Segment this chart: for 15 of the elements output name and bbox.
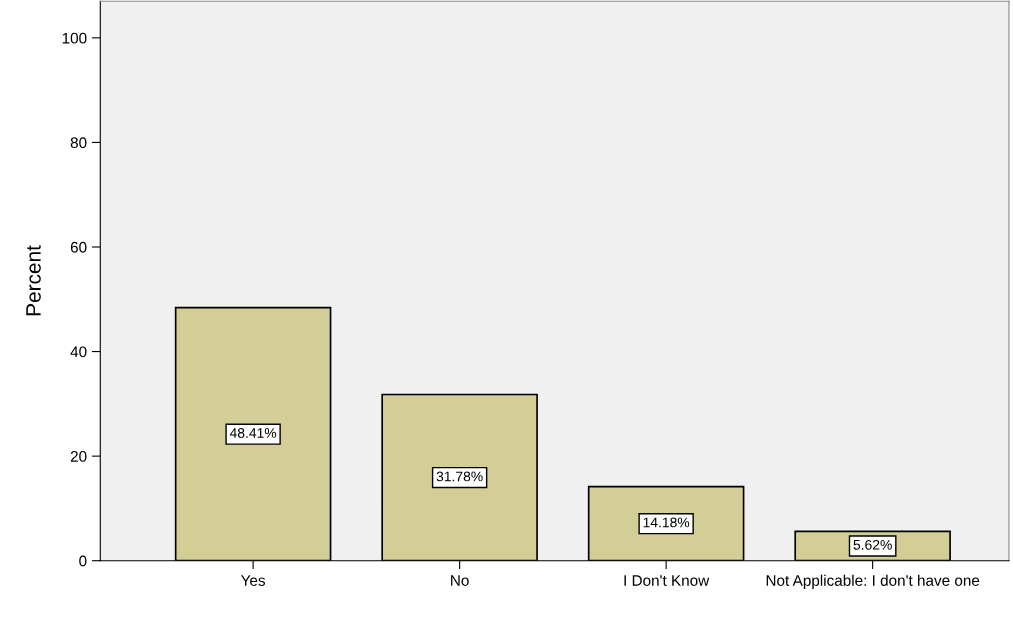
x-tick-label: No bbox=[451, 575, 469, 586]
y-tick-label: 100 bbox=[62, 32, 87, 44]
y-tick-label: 40 bbox=[70, 346, 87, 358]
y-axis-title: Percent bbox=[26, 245, 41, 316]
y-tick-label: 80 bbox=[70, 137, 87, 149]
x-tick-label: I Don't Know bbox=[624, 575, 710, 586]
data-label: 31.78% bbox=[436, 471, 483, 482]
x-tick-label: Yes bbox=[240, 575, 266, 586]
y-tick-label: 0 bbox=[79, 555, 87, 567]
y-tick-label: 20 bbox=[70, 451, 87, 462]
data-label: 48.41% bbox=[229, 428, 277, 438]
data-label: 5.62% bbox=[853, 539, 892, 550]
data-label: 14.18% bbox=[643, 517, 690, 528]
y-tick-label: 60 bbox=[70, 241, 87, 253]
x-tick-label: Not Applicable: I don't have one bbox=[766, 574, 980, 589]
